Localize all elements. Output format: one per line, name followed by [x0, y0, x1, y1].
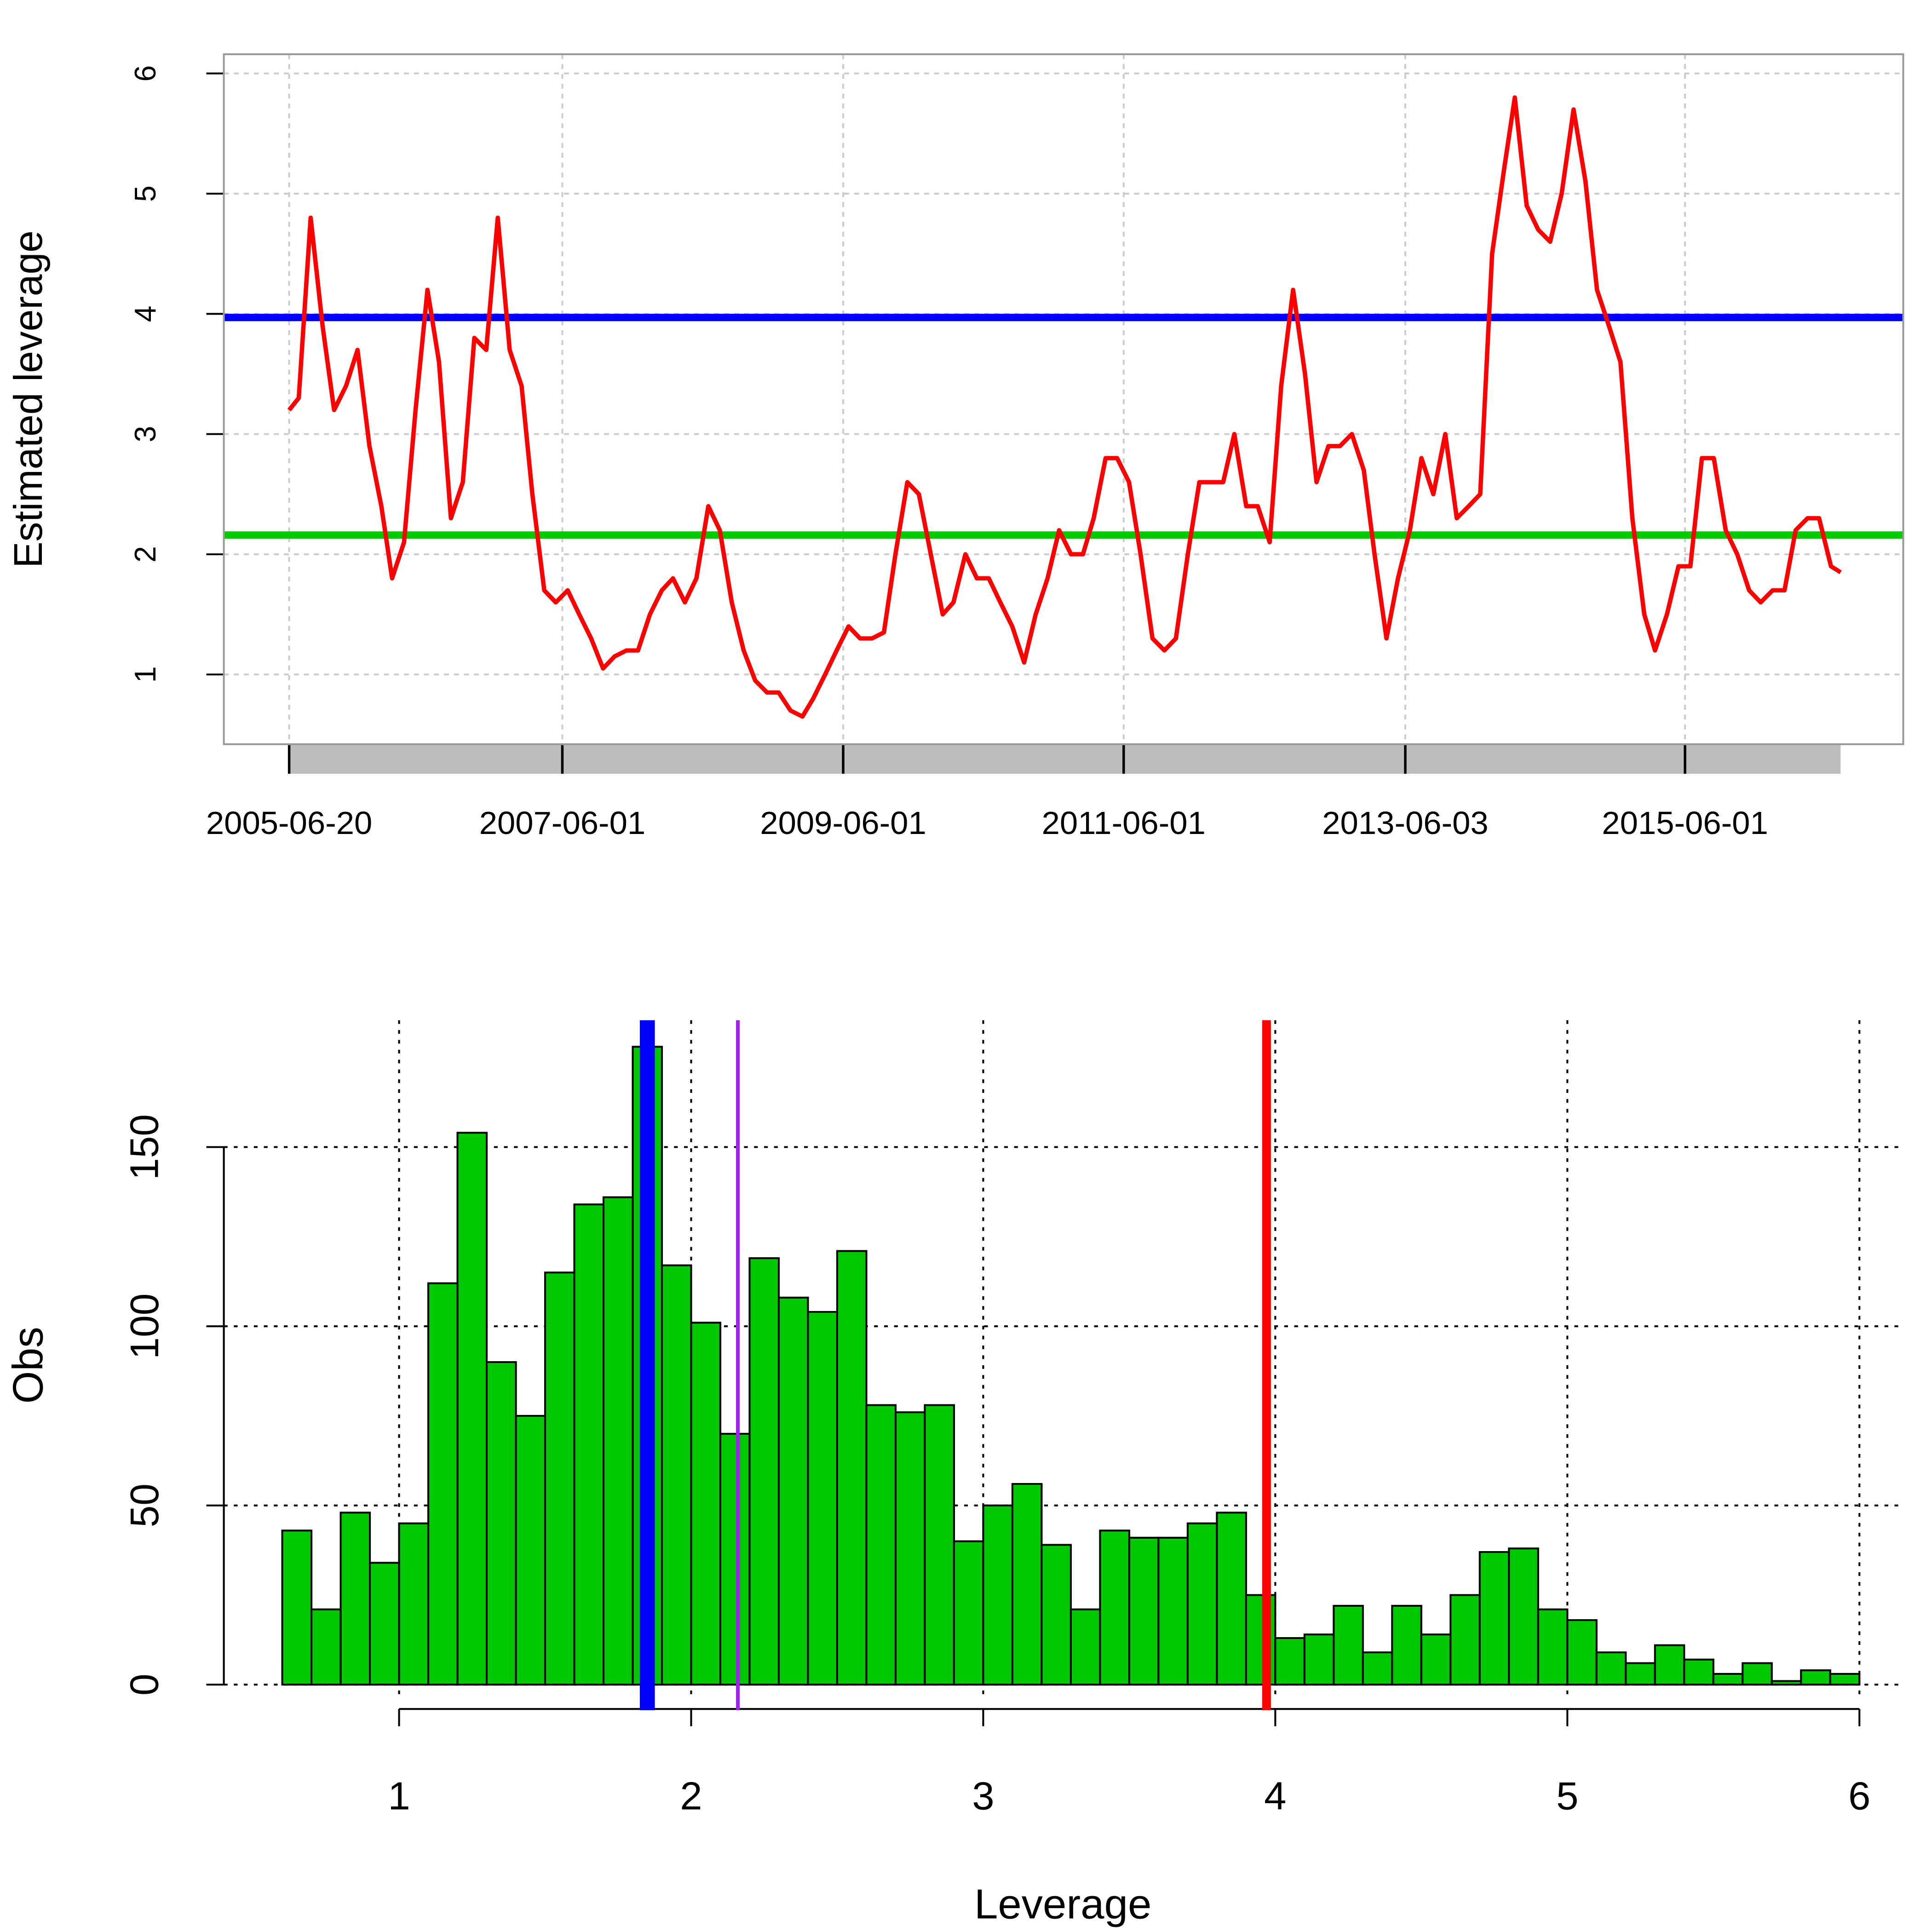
bar [1742, 1662, 1773, 1686]
bar [1157, 1536, 1189, 1686]
x-tick-label: 2007-06-01 [479, 805, 646, 841]
bar [748, 1257, 780, 1686]
bar [1362, 1651, 1393, 1686]
y-tick-label: 100 [122, 1294, 167, 1359]
bar [1449, 1594, 1481, 1686]
bar [1478, 1551, 1510, 1686]
bar [1303, 1633, 1335, 1686]
bar [690, 1322, 722, 1686]
x-tick-label: 2013-06-03 [1322, 805, 1489, 841]
bar [1800, 1669, 1831, 1686]
bar [719, 1432, 751, 1686]
bar [982, 1504, 1013, 1686]
bar [486, 1361, 517, 1686]
x-axis-title: Leverage [974, 1881, 1151, 1927]
bar [1508, 1547, 1539, 1686]
x-tick-label: 2 [680, 1774, 702, 1818]
x-tick-label: 6 [1848, 1774, 1870, 1818]
bar [602, 1196, 634, 1686]
bar [1041, 1544, 1072, 1686]
bar [515, 1414, 546, 1686]
y-tick-label: 150 [122, 1114, 167, 1180]
bar [924, 1404, 955, 1686]
time-band [289, 744, 1841, 774]
y-tick-label: 0 [122, 1673, 167, 1696]
bar [777, 1296, 809, 1686]
bar [865, 1404, 897, 1686]
bar [398, 1522, 430, 1686]
bar [1011, 1483, 1043, 1686]
bar [1274, 1637, 1305, 1686]
y-tick-label: 5 [128, 185, 162, 202]
bar [1245, 1594, 1276, 1686]
bar [1537, 1608, 1569, 1686]
x-tick-label: 4 [1264, 1774, 1286, 1818]
y-tick-label: 4 [128, 305, 162, 322]
bar [1391, 1604, 1422, 1686]
y-tick-label: 3 [128, 426, 162, 443]
x-tick-label: 2009-06-01 [760, 805, 926, 841]
bar [1420, 1633, 1452, 1686]
y-tick-label: 2 [128, 546, 162, 563]
x-tick-label: 5 [1556, 1774, 1578, 1818]
bar [1099, 1530, 1130, 1686]
bar [1128, 1536, 1160, 1686]
bar [1070, 1608, 1101, 1686]
bar [1333, 1604, 1364, 1686]
y-tick-label: 6 [128, 65, 162, 82]
bar [456, 1132, 488, 1686]
bar [573, 1203, 605, 1686]
series-line [287, 95, 1842, 719]
x-tick-label: 2015-06-01 [1602, 805, 1768, 841]
x-tick-label: 3 [972, 1774, 994, 1818]
bar [369, 1562, 400, 1686]
plot-frame [223, 53, 1904, 745]
bar [339, 1512, 371, 1686]
x-tick-label: 2005-06-20 [206, 805, 373, 841]
bar [953, 1540, 984, 1686]
bar [1829, 1673, 1861, 1686]
x-tick-label: 2011-06-01 [1042, 805, 1206, 841]
bar [836, 1250, 868, 1686]
bar [1566, 1619, 1598, 1686]
y-axis-title: Estimated leverage [6, 230, 51, 568]
y-tick-label: 50 [122, 1484, 167, 1527]
bar [427, 1282, 459, 1686]
bar [310, 1608, 342, 1686]
bar [807, 1311, 839, 1686]
bar [1654, 1644, 1685, 1686]
bar [1771, 1680, 1802, 1686]
bar [661, 1264, 692, 1686]
x-tick-label: 1 [388, 1774, 410, 1818]
bar [1186, 1522, 1218, 1686]
bar [1216, 1512, 1247, 1686]
bar [544, 1271, 575, 1686]
bar [281, 1530, 313, 1686]
bar [1683, 1658, 1714, 1686]
y-tick-label: 1 [128, 666, 162, 683]
y-axis-title: Obs [5, 1327, 52, 1403]
bar [1595, 1651, 1627, 1686]
bar [1712, 1673, 1744, 1686]
bar [894, 1411, 926, 1686]
bar [1625, 1662, 1656, 1686]
